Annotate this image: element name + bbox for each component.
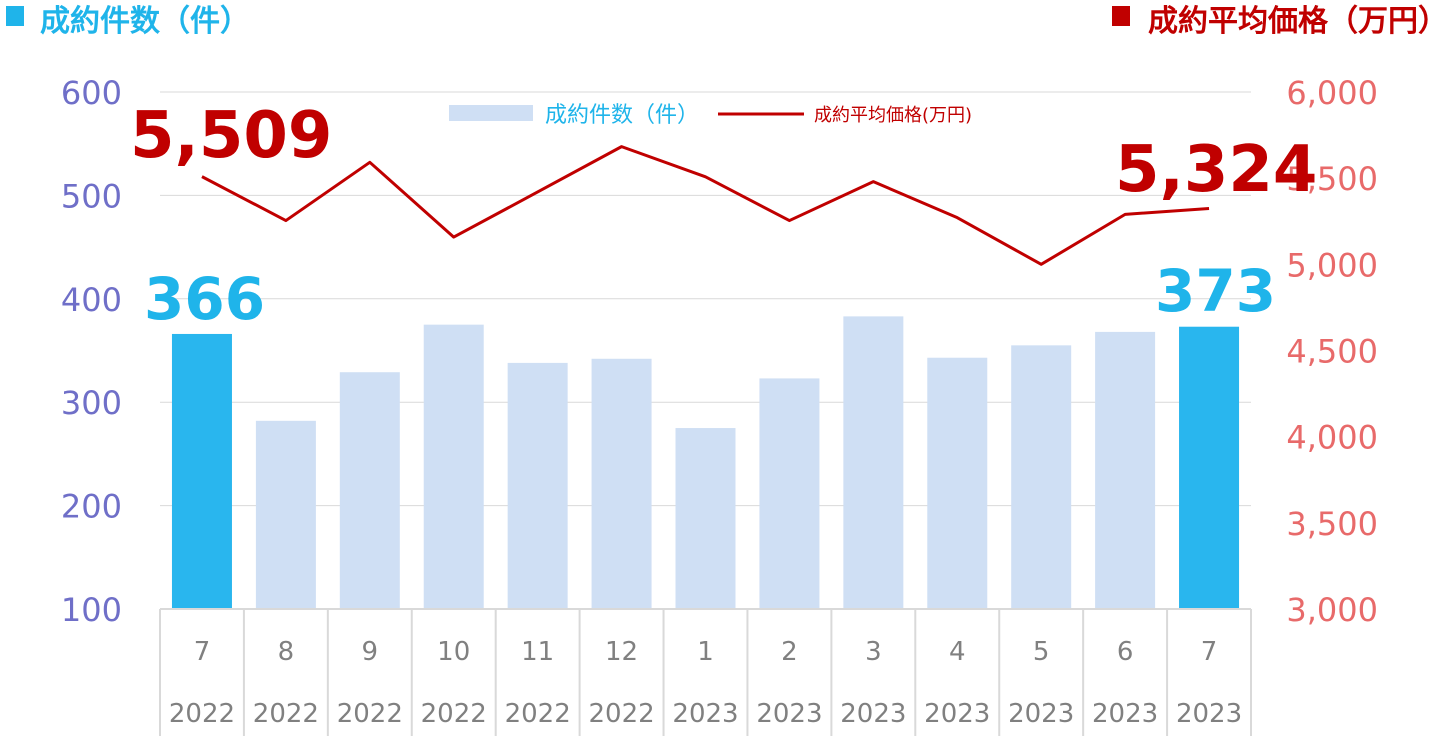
right-header-square-icon	[1112, 6, 1130, 26]
y-right-tick-label: 3,500	[1286, 505, 1378, 543]
x-month-label: 12	[605, 637, 638, 667]
x-year-label: 2023	[756, 699, 822, 729]
y-right-tick-label: 6,000	[1286, 74, 1378, 112]
x-month-label: 8	[278, 637, 295, 667]
x-year-label: 2022	[253, 699, 319, 729]
x-year-label: 2023	[1092, 699, 1158, 729]
y-right-tick-label: 4,500	[1286, 333, 1378, 371]
right-axis-header: 成約平均価格（万円）	[1148, 4, 1440, 39]
bar	[1011, 345, 1072, 609]
x-month-label: 1	[697, 637, 714, 667]
legend-bar-label: 成約件数（件）	[545, 103, 699, 128]
bar	[423, 324, 484, 609]
x-month-label: 10	[437, 637, 470, 667]
bar	[171, 333, 232, 609]
y-left-tick-label: 600	[61, 74, 122, 112]
right-y-axis: 3,000 3,500 4,000 4,500 5,000 5,500 6,000	[1286, 74, 1378, 629]
bar	[255, 420, 316, 609]
bar	[675, 428, 736, 609]
y-right-tick-label: 3,000	[1286, 591, 1378, 629]
bar	[507, 362, 568, 609]
y-left-tick-label: 300	[61, 384, 122, 422]
callout-bar-last: 373	[1155, 257, 1276, 325]
y-left-tick-label: 500	[61, 177, 122, 215]
x-axis-table: 7 2022 8 2022 9 2022 10 2022 11 2022 12 2022 1 2023 2 2…	[159, 608, 1252, 736]
legend-line-label: 成約平均価格(万円)	[814, 105, 972, 126]
x-month-label: 7	[194, 637, 211, 667]
y-left-tick-label: 100	[61, 591, 122, 629]
x-year-label: 2023	[924, 699, 990, 729]
bar	[1095, 331, 1156, 609]
bar	[759, 378, 820, 609]
x-month-label: 3	[865, 637, 882, 667]
y-left-tick-label: 200	[61, 488, 122, 526]
x-month-label: 9	[362, 637, 379, 667]
bar	[339, 372, 400, 609]
bar	[843, 316, 904, 609]
legend-bar-swatch	[449, 105, 533, 121]
x-month-label: 11	[521, 637, 554, 667]
left-axis-header: 成約件数（件）	[40, 4, 250, 39]
bar	[927, 357, 988, 609]
x-year-label: 2023	[672, 699, 738, 729]
left-header-square-icon	[6, 6, 24, 26]
callout-bar-first: 366	[144, 265, 265, 333]
y-right-tick-label: 5,000	[1286, 246, 1378, 284]
x-month-label: 5	[1033, 637, 1050, 667]
line-series	[201, 145, 1210, 266]
callout-line-last: 5,324	[1115, 133, 1317, 207]
x-year-label: 2023	[1176, 699, 1242, 729]
x-year-label: 2022	[588, 699, 654, 729]
left-y-axis: 100 200 300 400 500 600	[61, 74, 122, 629]
x-month-label: 6	[1117, 637, 1134, 667]
x-year-label: 2022	[169, 699, 235, 729]
price-line	[201, 145, 1210, 266]
x-year-label: 2023	[840, 699, 906, 729]
y-left-tick-label: 400	[61, 281, 122, 319]
callout-line-first: 5,509	[130, 99, 332, 173]
y-right-tick-label: 5,500	[1286, 160, 1378, 198]
x-month-label: 7	[1201, 637, 1218, 667]
x-year-label: 2022	[421, 699, 487, 729]
x-year-label: 2022	[337, 699, 403, 729]
x-month-label: 2	[781, 637, 798, 667]
x-year-label: 2023	[1008, 699, 1074, 729]
x-month-label: 4	[949, 637, 966, 667]
bar-series	[171, 316, 1240, 609]
y-right-tick-label: 4,000	[1286, 419, 1378, 457]
bar	[591, 358, 652, 609]
bar	[1179, 326, 1240, 609]
x-year-label: 2022	[505, 699, 571, 729]
